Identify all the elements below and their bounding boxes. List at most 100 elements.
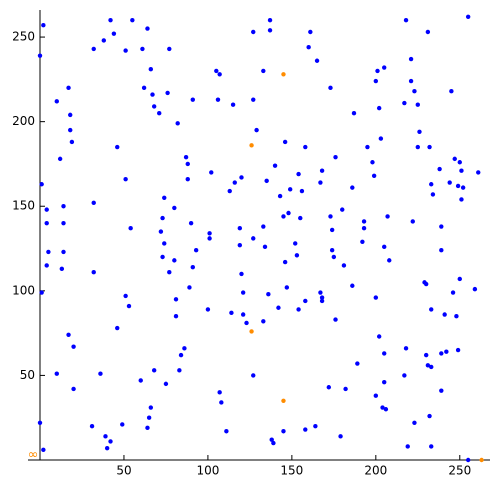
x-tick-label: 150 bbox=[280, 464, 303, 478]
point bbox=[54, 99, 59, 104]
point bbox=[91, 270, 96, 275]
point bbox=[126, 303, 132, 309]
point bbox=[442, 312, 447, 317]
point bbox=[454, 314, 459, 319]
point bbox=[329, 227, 335, 233]
point bbox=[341, 263, 347, 268]
point bbox=[128, 226, 133, 231]
point bbox=[455, 347, 461, 353]
point bbox=[145, 425, 150, 431]
point bbox=[382, 244, 387, 250]
point bbox=[44, 207, 49, 212]
point bbox=[157, 110, 162, 116]
point bbox=[429, 182, 434, 187]
point bbox=[281, 72, 286, 77]
point bbox=[261, 319, 266, 324]
point bbox=[111, 31, 117, 36]
point bbox=[319, 295, 325, 300]
point bbox=[138, 378, 143, 383]
point bbox=[328, 214, 333, 219]
point bbox=[237, 242, 243, 248]
point bbox=[251, 236, 256, 241]
point bbox=[249, 329, 254, 334]
point bbox=[319, 168, 325, 173]
point bbox=[146, 415, 152, 420]
point bbox=[101, 38, 107, 43]
point bbox=[188, 220, 194, 226]
point bbox=[150, 92, 155, 97]
point bbox=[308, 29, 313, 35]
x-tick-label: 50 bbox=[116, 464, 131, 478]
point bbox=[371, 173, 377, 178]
point bbox=[329, 248, 335, 253]
point bbox=[209, 170, 214, 175]
point bbox=[450, 290, 456, 295]
point bbox=[264, 178, 269, 184]
annotation: ∞ bbox=[28, 448, 39, 463]
point bbox=[108, 17, 113, 23]
point bbox=[439, 351, 444, 356]
y-tick-label: 150 bbox=[12, 199, 35, 213]
point bbox=[318, 180, 323, 185]
point bbox=[239, 271, 244, 277]
point bbox=[232, 180, 237, 185]
point bbox=[66, 85, 71, 91]
x-tick-label: 100 bbox=[196, 464, 219, 478]
point bbox=[205, 307, 211, 312]
point bbox=[319, 298, 325, 304]
point bbox=[145, 26, 150, 31]
point bbox=[182, 346, 187, 351]
point bbox=[430, 192, 436, 197]
point bbox=[361, 226, 367, 231]
point bbox=[326, 385, 332, 390]
point bbox=[272, 163, 278, 168]
point bbox=[382, 65, 387, 70]
point bbox=[217, 72, 222, 77]
point bbox=[178, 352, 184, 358]
point bbox=[444, 349, 449, 354]
point bbox=[185, 176, 190, 182]
point bbox=[405, 444, 410, 449]
point bbox=[465, 14, 471, 19]
point bbox=[277, 193, 283, 199]
point bbox=[262, 244, 268, 250]
point bbox=[294, 253, 300, 258]
point bbox=[412, 420, 417, 425]
point bbox=[333, 154, 338, 160]
point bbox=[91, 46, 96, 52]
point bbox=[66, 332, 71, 338]
point bbox=[460, 185, 466, 190]
point bbox=[373, 393, 379, 398]
point bbox=[383, 407, 389, 412]
point bbox=[91, 200, 96, 206]
point bbox=[373, 78, 379, 84]
point bbox=[261, 224, 266, 229]
point bbox=[115, 325, 120, 331]
point bbox=[403, 346, 409, 351]
point bbox=[328, 85, 333, 91]
point bbox=[376, 334, 382, 339]
point bbox=[343, 386, 348, 392]
point bbox=[172, 205, 177, 211]
point bbox=[130, 17, 135, 23]
point bbox=[68, 127, 73, 133]
point bbox=[224, 429, 229, 434]
point bbox=[219, 400, 224, 405]
point bbox=[455, 183, 461, 189]
point bbox=[271, 440, 276, 446]
point bbox=[71, 386, 76, 392]
point bbox=[183, 154, 189, 160]
point bbox=[175, 121, 180, 126]
point bbox=[158, 229, 164, 234]
point bbox=[373, 295, 379, 300]
point bbox=[267, 28, 273, 33]
point bbox=[286, 210, 291, 216]
x-tick-label: 250 bbox=[448, 464, 471, 478]
point bbox=[229, 310, 234, 316]
point bbox=[287, 187, 293, 192]
point bbox=[151, 368, 157, 373]
point bbox=[282, 259, 288, 265]
point bbox=[276, 305, 281, 310]
point bbox=[476, 170, 481, 175]
